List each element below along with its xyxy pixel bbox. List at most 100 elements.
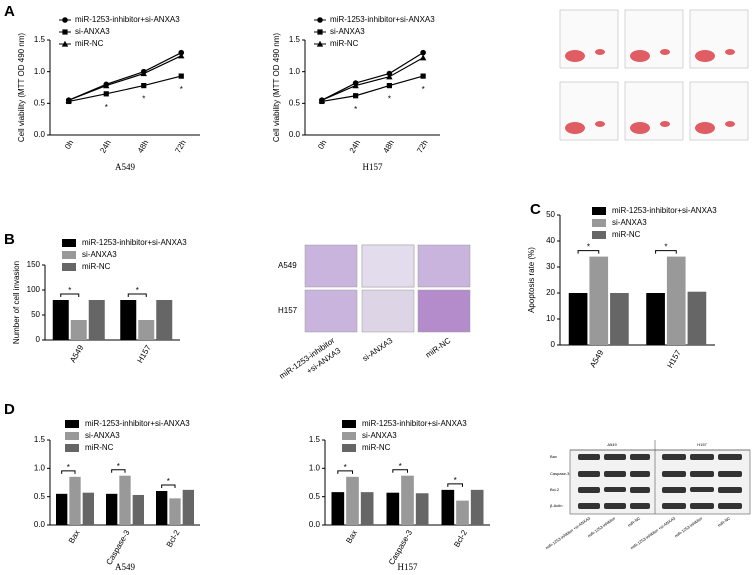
marker <box>103 82 110 89</box>
lane-label: miR-NC <box>717 516 732 528</box>
significance-bracket <box>60 293 80 297</box>
y-tick-label: 1.5 <box>34 435 46 444</box>
y-tick-label: 50 <box>546 210 555 219</box>
bar <box>182 489 194 525</box>
row-label: Bcl-2 <box>550 487 560 492</box>
legend-swatch <box>62 251 76 259</box>
significance-bracket <box>447 483 463 487</box>
legend-label: miR-NC <box>362 443 391 452</box>
legend-label: miR-NC <box>75 39 104 48</box>
y-tick-label: 150 <box>27 260 41 269</box>
significance-mark: * <box>399 462 402 471</box>
significance-mark: * <box>344 463 347 472</box>
bar <box>120 300 137 340</box>
significance-mark: * <box>664 243 667 252</box>
western-blot <box>569 440 751 515</box>
marker <box>62 17 68 23</box>
y-tick-label: 0.5 <box>34 492 46 501</box>
bar <box>568 293 588 345</box>
y-tick-label: 0.0 <box>34 130 46 139</box>
row-label: β-Actin <box>550 503 563 508</box>
legend-label: miR-1253-inhibitor+si-ANXA3 <box>362 419 467 428</box>
marker <box>419 54 427 61</box>
bar <box>687 291 707 345</box>
y-tick-label: 40 <box>546 236 555 245</box>
bar <box>169 498 181 525</box>
significance-mark: * <box>142 95 145 104</box>
marker <box>352 82 359 89</box>
panel-label: C <box>530 201 541 218</box>
marker <box>61 40 69 47</box>
bar <box>56 493 68 525</box>
marker <box>317 29 323 35</box>
y-tick-label: 30 <box>546 262 555 271</box>
legend-swatch <box>342 420 356 428</box>
row-label: H157 <box>278 306 298 315</box>
significance-bracket <box>161 484 176 488</box>
legend-label: si-ANXA3 <box>75 27 110 36</box>
legend-swatch <box>65 444 79 452</box>
x-tick-label: 72h <box>173 139 187 155</box>
y-tick-label: 1.5 <box>289 35 301 44</box>
bar <box>138 320 155 340</box>
legend-label: si-ANXA3 <box>85 431 120 440</box>
x-tick-label: Bax <box>344 529 359 545</box>
row-label: Caspase-3 <box>550 471 570 476</box>
significance-bracket <box>655 250 677 254</box>
legend-swatch <box>62 263 76 271</box>
legend-label: miR-1253-inhibitor+si-ANXA3 <box>330 15 435 24</box>
y-tick-label: 1.0 <box>34 463 46 472</box>
marker <box>178 52 185 59</box>
bar <box>82 492 94 525</box>
bar <box>346 476 359 525</box>
y-tick-label: 0 <box>551 340 556 349</box>
legend-label: miR-NC <box>612 230 641 239</box>
x-tick-label: H157 <box>665 348 683 370</box>
bar <box>415 493 429 525</box>
x-axis-label: H157 <box>363 162 383 172</box>
legend-label: miR-1253-inhibitor+si-ANXA3 <box>612 206 717 215</box>
bar <box>69 476 81 525</box>
y-axis-label: Number of cell invasion <box>12 261 21 344</box>
bar <box>106 493 118 525</box>
lane-label: miR-1253-inhibitor +si-ANXA3 <box>545 515 592 550</box>
legend-swatch <box>592 231 606 239</box>
significance-mark: * <box>354 105 357 114</box>
legend-label: miR-1253-inhibitor+si-ANXA3 <box>75 15 180 24</box>
x-tick-label: 72h <box>415 139 429 155</box>
y-tick-label: 10 <box>546 314 555 323</box>
x-tick-label: 0h <box>316 139 328 151</box>
y-tick-label: 1.0 <box>34 67 46 76</box>
legend-swatch <box>65 420 79 428</box>
marker <box>316 40 324 47</box>
legend-swatch <box>592 219 606 227</box>
transwell-images <box>304 244 471 333</box>
y-tick-label: 0.0 <box>289 130 301 139</box>
significance-mark: * <box>105 103 108 112</box>
significance-mark: * <box>587 243 590 252</box>
marker <box>317 17 323 23</box>
significance-mark: * <box>454 476 457 485</box>
x-tick-label: Bcl-2 <box>165 528 182 549</box>
bar <box>132 494 144 525</box>
significance-bracket <box>392 469 408 473</box>
x-tick-label: H157 <box>135 343 153 365</box>
group-label: A549 <box>607 442 617 447</box>
bar <box>401 475 414 525</box>
legend-label: si-ANXA3 <box>82 250 117 259</box>
y-tick-label: 0.5 <box>34 98 46 107</box>
bar <box>666 256 686 345</box>
x-tick-label: Bcl-2 <box>452 528 469 549</box>
marker <box>141 83 147 89</box>
row-label: Bax <box>550 454 557 459</box>
y-axis-label: Apoptosis rate (%) <box>527 247 536 313</box>
bar <box>331 492 345 525</box>
x-axis-label: A549 <box>115 562 135 572</box>
significance-mark: * <box>180 85 183 94</box>
marker <box>420 49 426 56</box>
x-tick-label: 0h <box>63 139 75 151</box>
x-axis-label: A549 <box>115 162 135 172</box>
legend-swatch <box>342 432 356 440</box>
x-tick-label: 48h <box>381 139 395 155</box>
